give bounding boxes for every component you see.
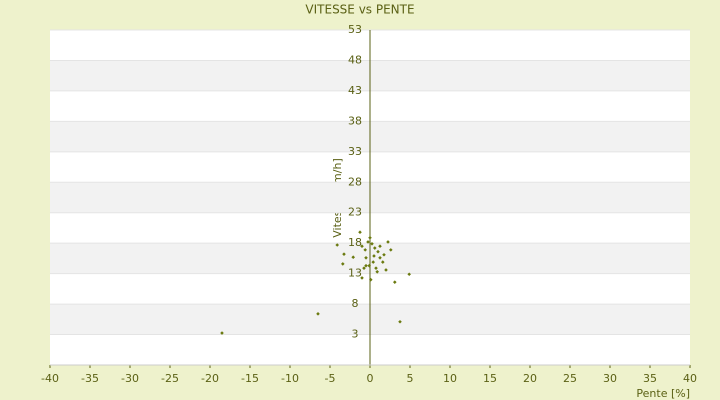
point bbox=[351, 255, 355, 259]
point bbox=[370, 241, 374, 246]
x-tick-label: 15 bbox=[483, 372, 497, 385]
point bbox=[372, 254, 376, 258]
x-tick-label: -20 bbox=[201, 372, 219, 385]
x-tick-label: 20 bbox=[523, 372, 537, 385]
y-tick-label: 33 bbox=[348, 145, 362, 158]
y-tick-label: 18 bbox=[348, 236, 362, 249]
y-tick-label: 43 bbox=[348, 84, 362, 97]
y-tick-label: 38 bbox=[348, 114, 362, 127]
x-tick-label: 10 bbox=[443, 372, 457, 385]
x-tick-label: 5 bbox=[407, 372, 414, 385]
y-tick-label: 53 bbox=[348, 23, 362, 36]
y-tick-label: 3 bbox=[352, 328, 359, 341]
point bbox=[371, 260, 375, 264]
x-tick-label: -25 bbox=[161, 372, 179, 385]
x-tick-label: 0 bbox=[367, 372, 374, 385]
point bbox=[367, 263, 371, 268]
point bbox=[407, 272, 411, 277]
point bbox=[374, 266, 378, 270]
x-tick-label: -35 bbox=[81, 372, 99, 385]
point bbox=[376, 249, 380, 254]
y-tick-label: 13 bbox=[348, 267, 362, 280]
x-tick-label: -5 bbox=[325, 372, 336, 385]
point bbox=[373, 246, 377, 250]
x-tick-label: -30 bbox=[121, 372, 139, 385]
chart-title: VITESSE vs PENTE bbox=[305, 3, 414, 17]
y-tick-label: 28 bbox=[348, 175, 362, 188]
point bbox=[363, 248, 367, 252]
point bbox=[389, 248, 393, 252]
point bbox=[386, 240, 390, 244]
point bbox=[382, 252, 386, 257]
x-tick-label: 25 bbox=[563, 372, 577, 385]
point bbox=[342, 252, 346, 256]
x-axis-label: Pente [%] bbox=[636, 387, 690, 400]
point bbox=[369, 277, 373, 282]
x-tick-label: -10 bbox=[281, 372, 299, 385]
point bbox=[384, 268, 388, 272]
point bbox=[341, 262, 345, 266]
x-tick-label: -40 bbox=[41, 372, 59, 385]
y-tick-label: 8 bbox=[352, 297, 359, 310]
point bbox=[398, 319, 402, 324]
point bbox=[360, 244, 364, 249]
x-tick-label: 30 bbox=[603, 372, 617, 385]
point bbox=[378, 256, 382, 260]
point bbox=[366, 240, 370, 244]
point bbox=[368, 235, 372, 240]
x-tick-label: 35 bbox=[643, 372, 657, 385]
point bbox=[335, 243, 339, 247]
point bbox=[362, 266, 366, 270]
point bbox=[316, 312, 320, 316]
point bbox=[358, 230, 362, 235]
x-tick-label: -15 bbox=[241, 372, 259, 385]
point bbox=[364, 263, 368, 268]
point bbox=[381, 260, 385, 264]
point bbox=[220, 331, 224, 335]
point bbox=[360, 276, 364, 280]
point bbox=[375, 270, 379, 274]
y-tick-label: 23 bbox=[348, 206, 362, 219]
point bbox=[378, 244, 382, 249]
point bbox=[364, 256, 368, 260]
y-tick-label: 48 bbox=[348, 53, 362, 66]
x-tick-label: 40 bbox=[683, 372, 697, 385]
point bbox=[393, 280, 397, 284]
